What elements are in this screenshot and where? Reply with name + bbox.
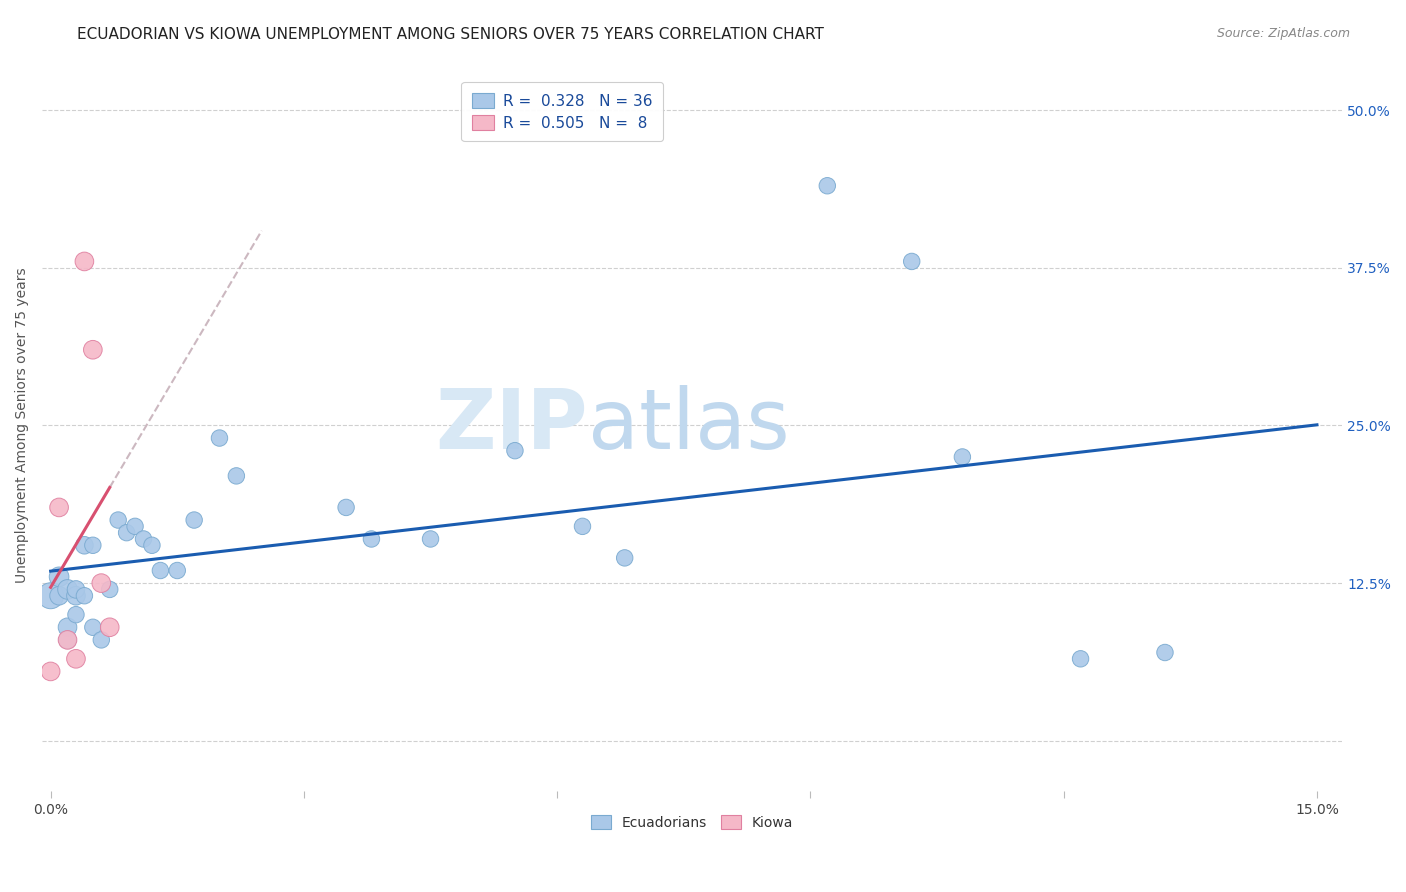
Point: [208, 431, 231, 445]
Point: [39, 665, 62, 679]
Y-axis label: Unemployment Among Seniors over 75 years: Unemployment Among Seniors over 75 years: [15, 268, 30, 583]
Point: [124, 519, 146, 533]
Point: [48, 589, 70, 603]
Point: [98, 582, 121, 597]
Point: [1070, 652, 1092, 666]
Point: [141, 538, 163, 552]
Point: [90, 576, 112, 591]
Point: [950, 450, 973, 464]
Point: [39, 589, 62, 603]
Point: [149, 564, 172, 578]
Point: [65, 652, 87, 666]
Point: [82, 620, 104, 634]
Point: [65, 589, 87, 603]
Point: [225, 469, 247, 483]
Legend: Ecuadorians, Kiowa: Ecuadorians, Kiowa: [586, 810, 799, 836]
Point: [65, 582, 87, 597]
Text: atlas: atlas: [588, 385, 790, 466]
Point: [815, 178, 838, 193]
Point: [82, 343, 104, 357]
Point: [56, 632, 79, 647]
Point: [571, 519, 593, 533]
Point: [900, 254, 922, 268]
Point: [48, 570, 70, 584]
Point: [1154, 646, 1177, 660]
Point: [82, 538, 104, 552]
Point: [73, 254, 96, 268]
Point: [107, 513, 129, 527]
Point: [360, 532, 382, 546]
Point: [56, 632, 79, 647]
Point: [166, 564, 188, 578]
Point: [132, 532, 155, 546]
Point: [115, 525, 138, 540]
Point: [613, 550, 636, 565]
Point: [90, 632, 112, 647]
Text: Source: ZipAtlas.com: Source: ZipAtlas.com: [1216, 27, 1350, 40]
Point: [419, 532, 441, 546]
Text: ECUADORIAN VS KIOWA UNEMPLOYMENT AMONG SENIORS OVER 75 YEARS CORRELATION CHART: ECUADORIAN VS KIOWA UNEMPLOYMENT AMONG S…: [77, 27, 824, 42]
Point: [56, 620, 79, 634]
Point: [73, 589, 96, 603]
Point: [73, 538, 96, 552]
Point: [56, 582, 79, 597]
Point: [65, 607, 87, 622]
Point: [183, 513, 205, 527]
Point: [335, 500, 357, 515]
Point: [98, 620, 121, 634]
Point: [503, 443, 526, 458]
Point: [48, 500, 70, 515]
Text: ZIP: ZIP: [436, 385, 588, 466]
